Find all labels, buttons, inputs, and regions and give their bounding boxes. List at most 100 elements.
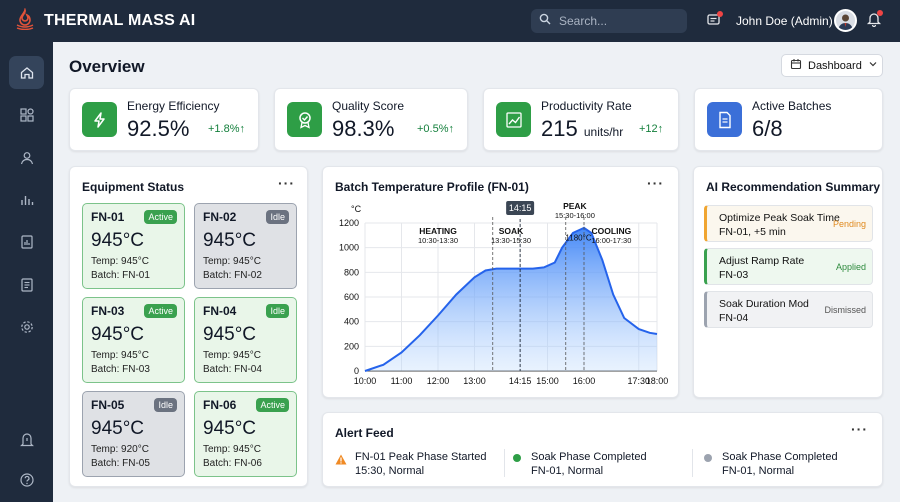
- equipment-card-fn02[interactable]: FN-02 Idle 945°C Temp: 945°C Batch: FN-0…: [194, 203, 297, 289]
- alert-book-icon[interactable]: [9, 423, 44, 456]
- kpi-delta: +0.5%↑: [417, 123, 454, 135]
- temp-line: Temp: 945°C: [203, 350, 261, 361]
- equipment-temp: 945°C: [203, 324, 257, 345]
- award-icon: [287, 102, 322, 137]
- recommendation-item[interactable]: Soak Duration Mod FN-04 Dismissed: [704, 291, 873, 328]
- recommendation-item[interactable]: Adjust Ramp Rate FN-03 Applied: [704, 248, 873, 285]
- equipment-card-fn04[interactable]: FN-04 Idle 945°C Temp: 945°C Batch: FN-0…: [194, 297, 297, 383]
- y-tick-label: 0: [354, 366, 359, 376]
- temp-line: Temp: 945°C: [203, 256, 261, 267]
- document-icon[interactable]: [9, 268, 44, 301]
- phase-range: 15:30-16:00: [555, 211, 595, 220]
- phase-range: 10:30-13:30: [418, 236, 458, 245]
- search-box[interactable]: [531, 9, 687, 33]
- equipment-card-fn03[interactable]: FN-03 Active 945°C Temp: 945°C Batch: FN…: [82, 297, 185, 383]
- more-options-icon[interactable]: ···: [278, 175, 295, 191]
- temperature-chart: 0 200 400 600 800 1000 1200 °C 10:00 11:00 12:00 13…: [339, 201, 669, 386]
- x-tick-label: 15:00: [536, 376, 559, 386]
- chevron-down-icon: [868, 59, 878, 72]
- panel-title: Equipment Status: [82, 180, 185, 194]
- phase-range: 16:00-17:30: [591, 236, 631, 245]
- recommendation-item[interactable]: Optimize Peak Soak Time FN-01, +5 min Pe…: [704, 205, 873, 242]
- x-tick-label: 13:00: [463, 376, 486, 386]
- sidebar: [0, 42, 53, 502]
- kpi-value: 6/8: [752, 116, 783, 141]
- view-selector[interactable]: Dashboard: [781, 54, 883, 77]
- status-badge: Idle: [266, 304, 289, 318]
- kpi-label: Quality Score: [332, 99, 405, 113]
- recommendation-sub: FN-01, +5 min: [719, 226, 786, 238]
- equipment-id: FN-04: [203, 304, 237, 318]
- view-selector-label: Dashboard: [808, 59, 862, 72]
- calendar-icon: [790, 58, 802, 73]
- batch-temperature-panel: Batch Temperature Profile (FN-01) ··· 0 2…: [322, 166, 679, 398]
- recommendation-sub: FN-03: [719, 269, 749, 281]
- bar-chart-icon[interactable]: [9, 183, 44, 216]
- widgets-icon[interactable]: [9, 98, 44, 131]
- message-icon[interactable]: [706, 11, 724, 30]
- flame-logo-icon: [14, 6, 36, 35]
- help-icon[interactable]: [9, 463, 44, 496]
- kpi-label: Energy Efficiency: [127, 99, 220, 113]
- equipment-card-fn05[interactable]: FN-05 Idle 945°C Temp: 920°C Batch: FN-0…: [82, 391, 185, 477]
- warning-icon: [335, 452, 347, 470]
- equipment-temp: 945°C: [203, 230, 257, 251]
- avatar[interactable]: [834, 9, 857, 32]
- recommendation-sub: FN-04: [719, 312, 749, 324]
- kpi-card-quality: Quality Score 98.3% +0.5%↑: [274, 88, 468, 151]
- divider: [692, 449, 693, 477]
- x-tick-label: 11:00: [391, 376, 413, 386]
- user-icon[interactable]: [9, 141, 44, 174]
- equipment-temp: 945°C: [91, 230, 145, 251]
- phase-name: PEAK: [563, 201, 587, 211]
- search-icon: [539, 12, 551, 30]
- equipment-id: FN-02: [203, 210, 237, 224]
- alert-title: Soak Phase Completed: [722, 451, 838, 463]
- time-marker-label: 14:15: [509, 203, 532, 213]
- kpi-card-batches: Active Batches 6/8: [694, 88, 883, 151]
- x-tick-label: 18:00: [646, 376, 669, 386]
- kpi-card-productivity: Productivity Rate 215 units/hr +12↑: [483, 88, 679, 151]
- kpi-card-energy: Energy Efficiency 92.5% +1.8%↑: [69, 88, 259, 151]
- temp-line: Temp: 945°C: [91, 256, 149, 267]
- equipment-card-fn06[interactable]: FN-06 Active 945°C Temp: 945°C Batch: FN…: [194, 391, 297, 477]
- brand[interactable]: THERMAL MASS AI: [0, 6, 520, 35]
- kpi-value: 98.3%: [332, 116, 395, 141]
- status-badge: Active: [144, 210, 177, 224]
- bell-icon[interactable]: [866, 10, 884, 29]
- alert-feed-panel: Alert Feed ··· FN-01 Peak Phase Started …: [322, 412, 883, 487]
- recommendation-status: Applied: [835, 262, 866, 272]
- phase-range: 13:30-15:30: [491, 236, 531, 245]
- equipment-temp: 945°C: [203, 418, 257, 439]
- settings-icon[interactable]: [9, 310, 44, 343]
- top-bar: THERMAL MASS AI John Doe (Admin): [0, 0, 900, 42]
- temp-line: Temp: 945°C: [203, 444, 261, 455]
- equipment-card-fn01[interactable]: FN-01 Active 945°C Temp: 945°C Batch: FN…: [82, 203, 185, 289]
- equipment-id: FN-03: [91, 304, 125, 318]
- phase-name: SOAK: [499, 226, 524, 236]
- divider: [504, 449, 505, 477]
- chart-title: Batch Temperature Profile (FN-01): [335, 180, 529, 194]
- batch-line: Batch: FN-04: [203, 364, 262, 375]
- temp-line: Temp: 920°C: [91, 444, 149, 455]
- batch-line: Batch: FN-03: [91, 364, 150, 375]
- home-icon[interactable]: [9, 56, 44, 89]
- batch-line: Batch: FN-05: [91, 458, 150, 469]
- gray-dot-icon: [704, 454, 712, 462]
- alert-sub: FN-01, Normal: [531, 465, 604, 477]
- alert-sub: 15:30, Normal: [355, 465, 425, 477]
- x-tick-label: 12:00: [427, 376, 450, 386]
- search-input[interactable]: [559, 14, 679, 28]
- report-icon[interactable]: [9, 225, 44, 258]
- green-dot-icon: [513, 454, 521, 462]
- peak-value-label: 1180°C: [565, 233, 591, 242]
- more-options-icon[interactable]: ···: [851, 421, 868, 437]
- alert-sub: FN-01, Normal: [722, 465, 795, 477]
- user-name[interactable]: John Doe (Admin): [736, 14, 833, 28]
- y-tick-label: 1200: [339, 218, 359, 228]
- phase-name: COOLING: [592, 226, 632, 236]
- more-options-icon[interactable]: ···: [647, 175, 664, 191]
- kpi-value: 92.5%: [127, 116, 190, 141]
- y-tick-label: 600: [344, 292, 359, 302]
- status-badge: Idle: [154, 398, 177, 412]
